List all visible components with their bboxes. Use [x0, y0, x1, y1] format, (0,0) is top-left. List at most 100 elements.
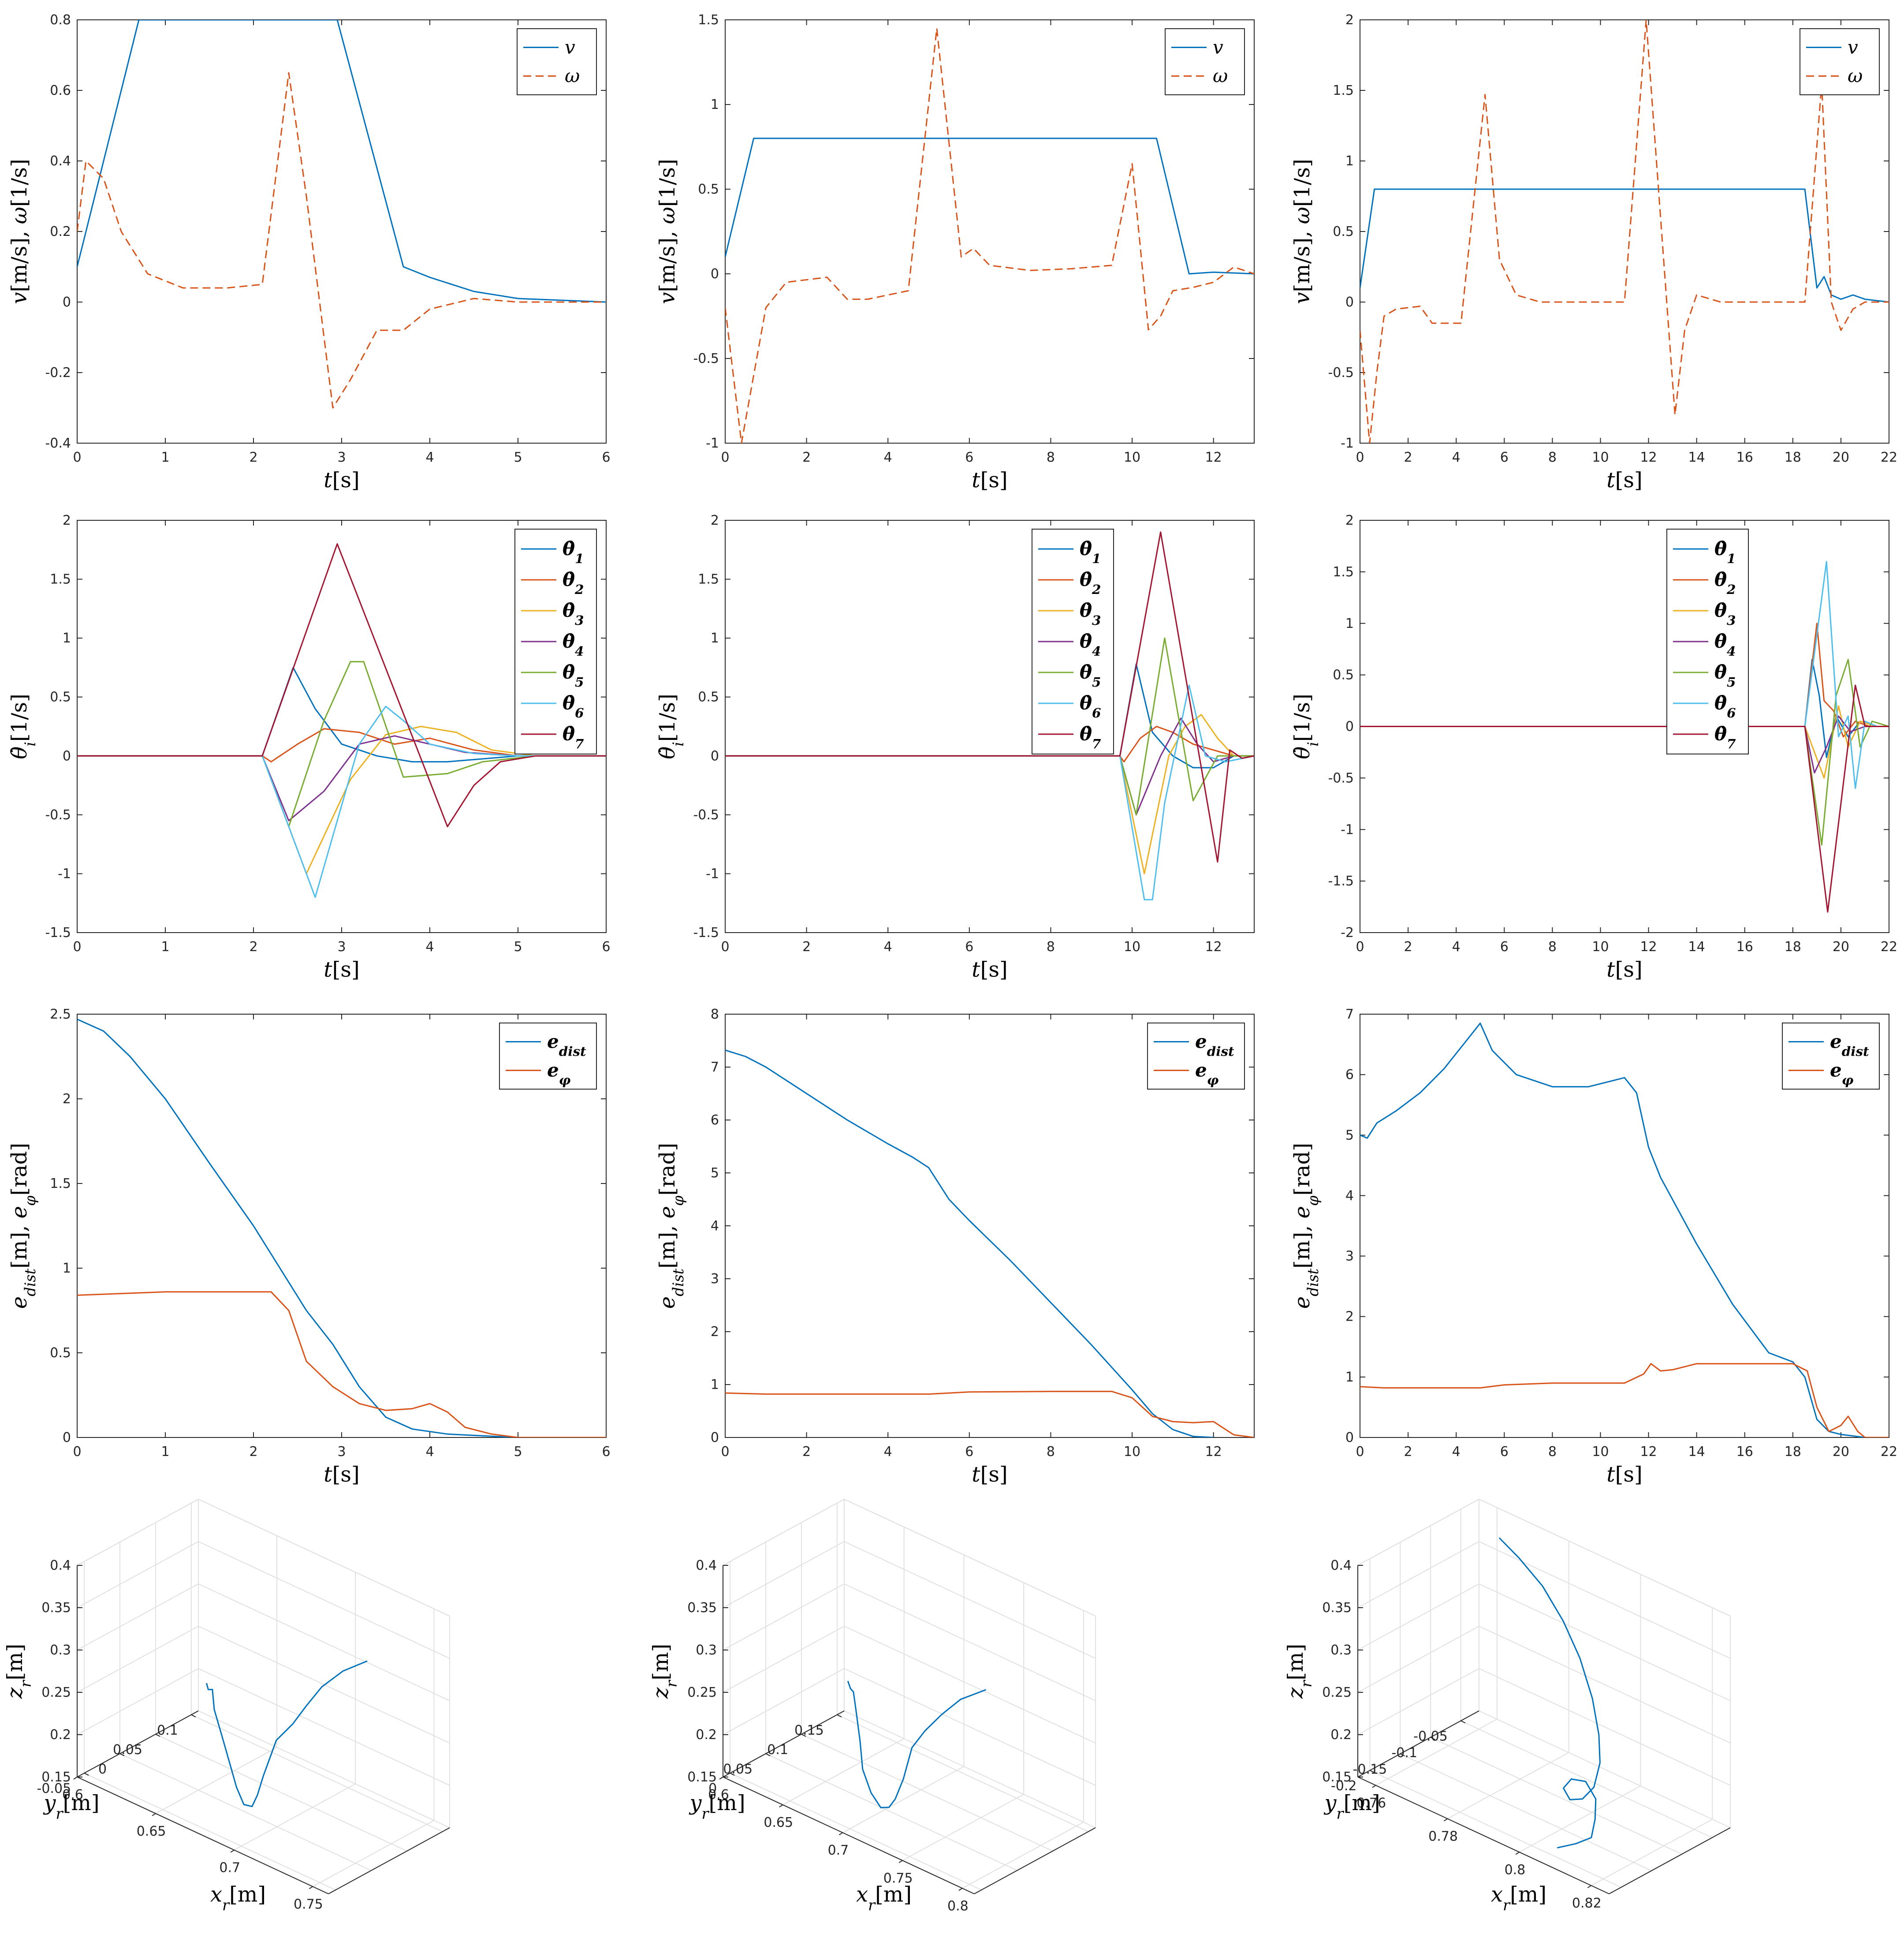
trajectory-line [847, 1680, 987, 1808]
x-tick-label: 6 [602, 939, 610, 955]
x-tick-label: 8 [1047, 939, 1055, 955]
legend-entry: v [565, 37, 575, 58]
series-line-v [725, 138, 1254, 275]
y-axis-line [1357, 1710, 1479, 1777]
y-tick-label: 1.5 [698, 12, 719, 28]
y-tick-label: 0.5 [50, 1345, 71, 1361]
legend-entry: θ̇7 [1714, 723, 1736, 751]
x-axis-label: t[s] [972, 957, 1007, 982]
x-tick-label: 8 [1548, 1444, 1557, 1460]
y-tick-mark [765, 1753, 771, 1756]
x-tick-label: 14 [1688, 939, 1705, 955]
x-tick-label: 0 [1356, 939, 1364, 955]
x-tick-label: 5 [514, 1444, 522, 1460]
y-tick-label: 1 [1345, 153, 1354, 169]
y-tick-label: 0 [63, 748, 71, 764]
y-tick-label: 1 [711, 631, 719, 646]
x-tick-label: 4 [884, 939, 892, 955]
x-tick-label: 0 [73, 939, 81, 955]
x-tick-label: 6 [1500, 939, 1509, 955]
legend-entry: θ̇1 [563, 538, 584, 566]
legend-entry: θ̇7 [563, 723, 584, 751]
x-tick-mark [898, 1860, 903, 1863]
series-line-7 [725, 531, 1254, 863]
y-tick-label: -1.5 [1328, 874, 1354, 889]
y-tick-label: 2 [63, 1091, 71, 1107]
legend-entry: ω [565, 65, 580, 87]
x-tick-mark [309, 1886, 313, 1889]
grid-line [723, 1541, 845, 1608]
x-tick-label: 6 [602, 450, 610, 465]
series-line-φ [77, 1291, 606, 1437]
y-axis-label: θ̇i[1/s] [7, 694, 39, 759]
x-tick-label: 6 [1500, 1444, 1509, 1460]
y-axis-label: θ̇i[1/s] [655, 694, 687, 759]
y-tick-label: 7 [711, 1060, 719, 1075]
legend-entry: θ̇1 [1714, 538, 1736, 566]
x-tick-label: 0.7 [219, 1860, 240, 1876]
y-tick-label: 2 [63, 513, 71, 528]
y-tick-label: -1.5 [45, 925, 71, 941]
x-tick-label: 3 [337, 1444, 346, 1460]
z-tick-label: 0.3 [1330, 1643, 1352, 1658]
grid-line [844, 1710, 1096, 1828]
y-tick-label: 1 [711, 1377, 719, 1392]
grid-line [234, 1783, 356, 1851]
x-tick-mark [958, 1888, 963, 1891]
y-tick-label: 0.5 [50, 690, 71, 705]
y-tick-mark [1430, 1737, 1435, 1740]
z-tick-label: 0.35 [1322, 1600, 1352, 1616]
y-tick-label: -0.5 [1328, 770, 1354, 786]
x-tick-label: 18 [1785, 1444, 1801, 1460]
z-tick-label: 0.4 [696, 1558, 717, 1573]
y-axis-label: v[m/s], ω[1/s] [1290, 159, 1315, 304]
x-tick-label: 22 [1881, 450, 1897, 465]
chart-tr1: 0.15 0.2 0.25 0.3 0.35 0.4 0.6 0.65 0.7 0.75 -0.05… [3, 1499, 450, 1914]
x-tick-label: 0.7 [828, 1843, 849, 1858]
y-tick-label: 0 [711, 1430, 719, 1445]
legend-entry: θ̇3 [1714, 600, 1736, 628]
x-tick-label: 2 [802, 450, 811, 465]
y-tick-label: 0 [708, 1781, 717, 1796]
z-tick-label: 0.2 [696, 1727, 717, 1743]
x-tick-label: 18 [1785, 450, 1801, 465]
x-tick-label: 0 [73, 1444, 81, 1460]
legend-entry: v [1848, 37, 1858, 58]
series-line-φ [1360, 1363, 1889, 1437]
grid-line [1479, 1710, 1731, 1828]
y-tick-label: 4 [711, 1218, 719, 1234]
legend-entry: ω [1213, 65, 1228, 87]
z-tick-label: 0.35 [687, 1600, 717, 1616]
y-tick-label: 2 [1345, 12, 1354, 28]
grid-line [1519, 1785, 1641, 1853]
x-tick-mark [230, 1849, 235, 1853]
x-tick-label: 1 [161, 450, 169, 465]
y-tick-label: -0.5 [693, 351, 719, 366]
y-tick-label: 0.4 [50, 153, 71, 169]
legend-entry: θ̇2 [1080, 569, 1101, 597]
y-tick-label: -1 [706, 866, 719, 881]
grid-line [1447, 1752, 1569, 1819]
y-tick-label: 1 [1345, 616, 1354, 631]
x-tick-label: 0 [1356, 1444, 1364, 1460]
y-tick-label: -1 [1341, 436, 1354, 451]
x-tick-label: 2 [1404, 1444, 1412, 1460]
series-line-2 [725, 726, 1254, 763]
x-tick-label: 0.75 [294, 1896, 323, 1912]
x-axis-line [723, 1777, 975, 1894]
legend-entry: θ̇3 [1080, 600, 1101, 628]
y-tick-label: 1.5 [50, 572, 71, 587]
y-tick-label: -0.2 [45, 365, 71, 381]
grid-line [1479, 1668, 1731, 1786]
x-tick-label: 20 [1833, 1444, 1849, 1460]
grid-line [723, 1583, 845, 1650]
y-axis-label: edist[m], eφ[rad] [7, 1143, 39, 1309]
z-tick-label: 0.15 [687, 1770, 717, 1785]
chart-tr3: 0.15 0.2 0.25 0.3 0.35 0.4 0.76 0.78 0.8 0.82 -0.2… [1283, 1499, 1731, 1914]
y-tick-label: 1.5 [1333, 564, 1354, 580]
x-tick-label: 2 [249, 1444, 257, 1460]
chart-th2: 0 2 4 6 8 10 12 -1.5 -1 -0.5 0 0.5 1 1.5 2 t[s] θ̇i[1/s]… [655, 513, 1255, 982]
y-tick-label: 5 [711, 1165, 719, 1181]
chart-tr2: 0.150.20.250.30.350.40.60.650.70.750.800… [648, 1499, 1096, 1914]
x-tick-label: 10 [1124, 1444, 1140, 1460]
